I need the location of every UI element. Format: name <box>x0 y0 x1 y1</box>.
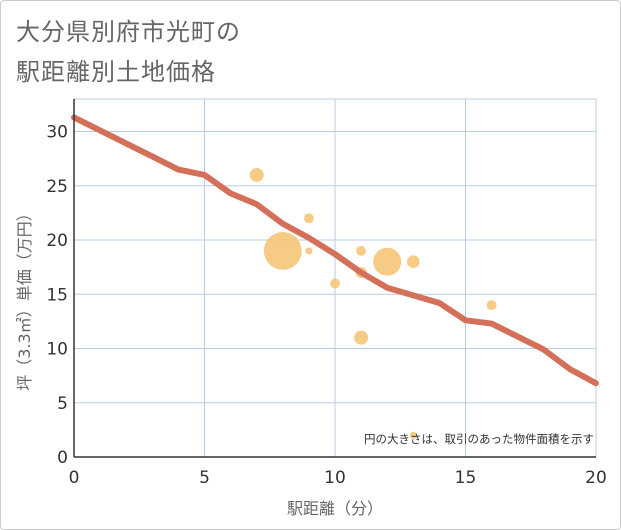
data-point-2 <box>263 231 302 270</box>
y-tick-label-30: 30 <box>46 123 68 143</box>
x-tick-label-5: 5 <box>199 468 210 488</box>
axes <box>73 99 596 458</box>
chart-title-line-2: 駅距離別土地価格 <box>16 58 216 86</box>
data-point-9 <box>373 247 402 276</box>
y-tick-label-0: 0 <box>57 448 68 468</box>
tick-labels: 0 5 10 15 20 0 5 10 15 20 25 30 <box>46 123 606 488</box>
y-tick-label-25: 25 <box>46 177 68 197</box>
data-point-10 <box>407 255 420 269</box>
y-tick-label-15: 15 <box>46 285 68 305</box>
data-point-4 <box>305 247 313 255</box>
y-tick-label-5: 5 <box>57 394 68 414</box>
data-point-1 <box>249 167 264 182</box>
data-point-3 <box>304 213 314 224</box>
data-point-8 <box>354 330 369 345</box>
data-point-5 <box>330 278 340 289</box>
x-tick-label-0: 0 <box>69 468 80 488</box>
chart-title-line-1: 大分県別府市光町の <box>16 18 241 46</box>
trend-line <box>71 114 599 387</box>
x-axis-label: 駅距離（分） <box>287 499 383 518</box>
y-tick-label-20: 20 <box>46 231 68 251</box>
data-point-12 <box>486 300 497 311</box>
grid-lines <box>74 98 597 457</box>
y-tick-label-10: 10 <box>46 340 68 360</box>
data-point-11 <box>409 431 417 439</box>
x-tick-label-20: 20 <box>585 468 607 488</box>
data-point-6 <box>356 245 366 256</box>
x-tick-label-15: 15 <box>455 468 477 488</box>
y-axis-label: 坪（3.3㎡）単価（万円） <box>15 205 34 390</box>
bubble-size-note: 円の大きさは、取引のあった物件面積を示す <box>364 432 594 446</box>
x-tick-label-10: 10 <box>324 468 346 488</box>
bubble-series <box>249 167 497 439</box>
